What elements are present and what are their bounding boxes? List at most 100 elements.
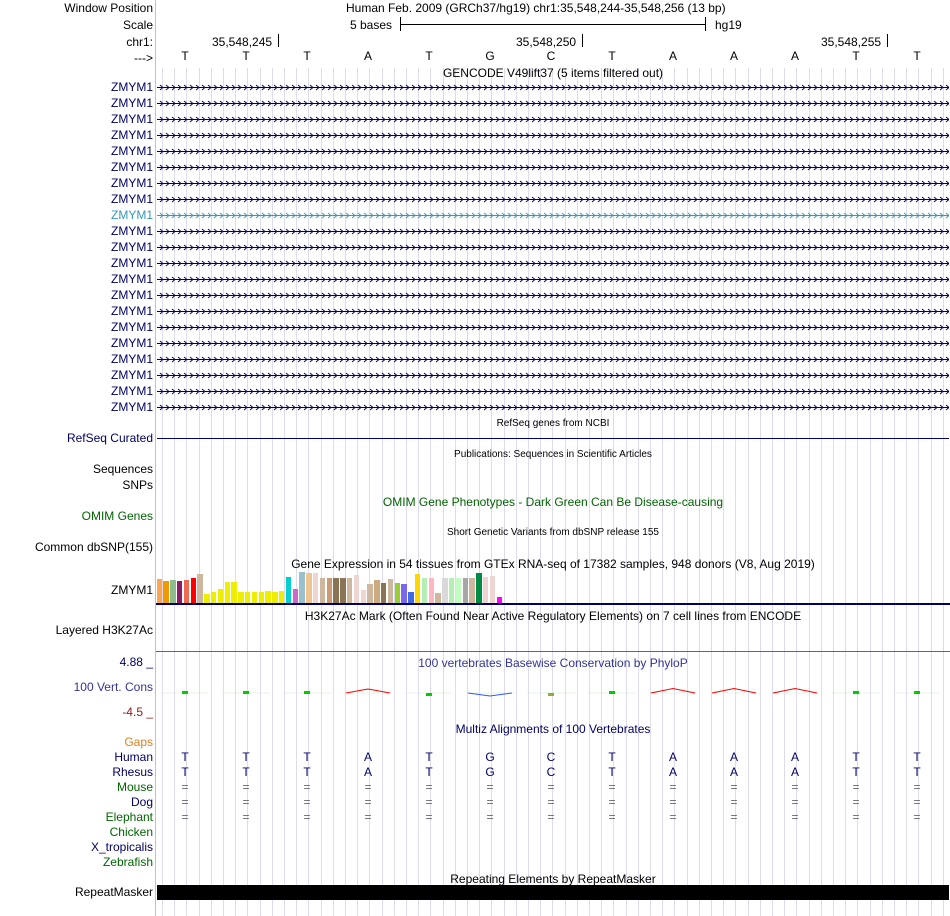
gtex-tissue-bar[interactable] <box>408 592 414 603</box>
gtex-tissue-bar[interactable] <box>176 581 183 603</box>
gencode-transcript[interactable] <box>157 291 949 300</box>
repeatmasker-block[interactable] <box>157 885 949 900</box>
gencode-transcript[interactable] <box>157 115 949 124</box>
gencode-gene-label[interactable]: ZMYM1 <box>111 128 153 142</box>
multiz-species-label[interactable]: Zebrafish <box>102 855 153 869</box>
multiz-species-label[interactable]: Elephant <box>105 810 153 824</box>
dbsnp-track-label[interactable]: Common dbSNP(155) <box>34 540 153 554</box>
multiz-gaps-label[interactable]: Gaps <box>124 735 153 749</box>
gencode-transcript[interactable] <box>157 387 949 396</box>
gencode-gene-label[interactable]: ZMYM1 <box>111 336 153 350</box>
multiz-track-title[interactable]: Multiz Alignments of 100 Vertebrates <box>455 722 651 736</box>
gtex-expression-chart[interactable] <box>156 572 556 603</box>
gtex-tissue-bar[interactable] <box>496 597 503 603</box>
gencode-transcript[interactable] <box>157 211 949 220</box>
gencode-transcript[interactable] <box>157 355 949 364</box>
gtex-tissue-bar[interactable] <box>224 582 231 603</box>
multiz-species-label[interactable]: Chicken <box>109 825 153 839</box>
multiz-species-label[interactable]: Dog <box>130 795 153 809</box>
gencode-transcript[interactable] <box>157 323 949 332</box>
gtex-tissue-bar[interactable] <box>278 591 285 603</box>
gencode-transcript[interactable] <box>157 147 949 156</box>
gencode-transcript[interactable] <box>157 83 949 92</box>
gtex-tissue-bar[interactable] <box>163 581 169 603</box>
gtex-tissue-bar[interactable] <box>217 589 224 603</box>
gtex-tissue-bar[interactable] <box>197 574 203 603</box>
refseq-gene-line[interactable] <box>157 438 949 439</box>
gtex-tissue-bar[interactable] <box>183 580 190 603</box>
gtex-tissue-bar[interactable] <box>462 578 469 603</box>
gtex-tissue-bar[interactable] <box>299 572 305 603</box>
gencode-gene-label[interactable]: ZMYM1 <box>111 272 153 286</box>
gtex-tissue-bar[interactable] <box>258 592 265 603</box>
gtex-tissue-bar[interactable] <box>421 578 428 603</box>
gtex-tissue-bar[interactable] <box>435 593 441 603</box>
gencode-transcript[interactable] <box>157 339 949 348</box>
gtex-tissue-bar[interactable] <box>442 578 448 603</box>
gencode-gene-label[interactable]: ZMYM1 <box>111 400 153 414</box>
gtex-tissue-bar[interactable] <box>251 592 258 603</box>
gtex-tissue-bar[interactable] <box>489 576 496 603</box>
publications-label-sequences[interactable]: Sequences <box>92 462 153 476</box>
gtex-track-title[interactable]: Gene Expression in 54 tissues from GTEx … <box>291 557 815 571</box>
gencode-transcript[interactable] <box>157 99 949 108</box>
gencode-transcript[interactable] <box>157 163 949 172</box>
gtex-tissue-bar[interactable] <box>170 580 176 603</box>
publications-label-snps[interactable]: SNPs <box>122 478 153 492</box>
gencode-gene-label[interactable]: ZMYM1 <box>111 176 153 190</box>
gencode-gene-label[interactable]: ZMYM1 <box>111 160 153 174</box>
gtex-tissue-bar[interactable] <box>156 579 163 603</box>
gtex-tissue-bar[interactable] <box>455 578 462 603</box>
gencode-transcript[interactable] <box>157 179 949 188</box>
multiz-species-label[interactable]: Mouse <box>116 780 153 794</box>
gencode-gene-label[interactable]: ZMYM1 <box>111 384 153 398</box>
gtex-tissue-bar[interactable] <box>190 578 197 603</box>
gencode-gene-label[interactable]: ZMYM1 <box>111 352 153 366</box>
gtex-gene-label[interactable]: ZMYM1 <box>111 583 153 597</box>
refseq-track-title[interactable]: RefSeq genes from NCBI <box>496 418 610 429</box>
gtex-tissue-bar[interactable] <box>238 592 244 603</box>
omim-track-label[interactable]: OMIM Genes <box>81 509 153 523</box>
gtex-tissue-bar[interactable] <box>306 573 312 603</box>
gencode-gene-label[interactable]: ZMYM1 <box>111 96 153 110</box>
phylop-track-title[interactable]: 100 vertebrates Basewise Conservation by… <box>418 656 688 670</box>
gtex-tissue-bar[interactable] <box>387 579 394 603</box>
gencode-gene-label[interactable]: ZMYM1 <box>111 112 153 126</box>
gencode-transcript[interactable] <box>157 243 949 252</box>
gtex-tissue-bar[interactable] <box>476 573 482 603</box>
gtex-tissue-bar[interactable] <box>414 574 421 603</box>
multiz-species-label[interactable]: Rhesus <box>112 765 153 779</box>
gtex-tissue-bar[interactable] <box>319 578 326 603</box>
h3k27ac-track-label[interactable]: Layered H3K27Ac <box>55 623 153 637</box>
multiz-species-label[interactable]: X_tropicalis <box>90 840 153 854</box>
gencode-transcript[interactable] <box>157 275 949 284</box>
refseq-track-label[interactable]: RefSeq Curated <box>66 431 153 445</box>
gencode-gene-label[interactable]: ZMYM1 <box>111 320 153 334</box>
phylop-plot[interactable] <box>156 668 950 718</box>
repeatmasker-track-title[interactable]: Repeating Elements by RepeatMasker <box>450 872 656 886</box>
gtex-tissue-bar[interactable] <box>360 590 367 603</box>
gtex-tissue-bar[interactable] <box>326 578 333 603</box>
gencode-gene-label[interactable]: ZMYM1 <box>111 192 153 206</box>
gtex-tissue-bar[interactable] <box>285 577 292 603</box>
gtex-tissue-bar[interactable] <box>210 592 217 603</box>
gencode-gene-label[interactable]: ZMYM1 <box>111 80 153 94</box>
gencode-transcript[interactable] <box>157 195 949 204</box>
gencode-gene-label[interactable]: ZMYM1 <box>111 208 153 222</box>
gencode-gene-label[interactable]: ZMYM1 <box>111 368 153 382</box>
gtex-tissue-bar[interactable] <box>469 578 475 603</box>
gencode-gene-label[interactable]: ZMYM1 <box>111 224 153 238</box>
repeatmasker-track-label[interactable]: RepeatMasker <box>74 885 153 899</box>
gencode-gene-label[interactable]: ZMYM1 <box>111 256 153 270</box>
dbsnp-track-title[interactable]: Short Genetic Variants from dbSNP releas… <box>447 527 659 538</box>
gencode-transcript[interactable] <box>157 307 949 316</box>
gencode-gene-label[interactable]: ZMYM1 <box>111 240 153 254</box>
gtex-tissue-bar[interactable] <box>346 578 353 603</box>
gtex-tissue-bar[interactable] <box>244 592 251 603</box>
publications-track-title[interactable]: Publications: Sequences in Scientific Ar… <box>454 449 652 460</box>
gtex-tissue-bar[interactable] <box>292 589 299 603</box>
gencode-transcript[interactable] <box>157 403 949 412</box>
gtex-tissue-bar[interactable] <box>367 584 373 603</box>
gtex-tissue-bar[interactable] <box>272 592 278 603</box>
gtex-tissue-bar[interactable] <box>312 573 319 603</box>
